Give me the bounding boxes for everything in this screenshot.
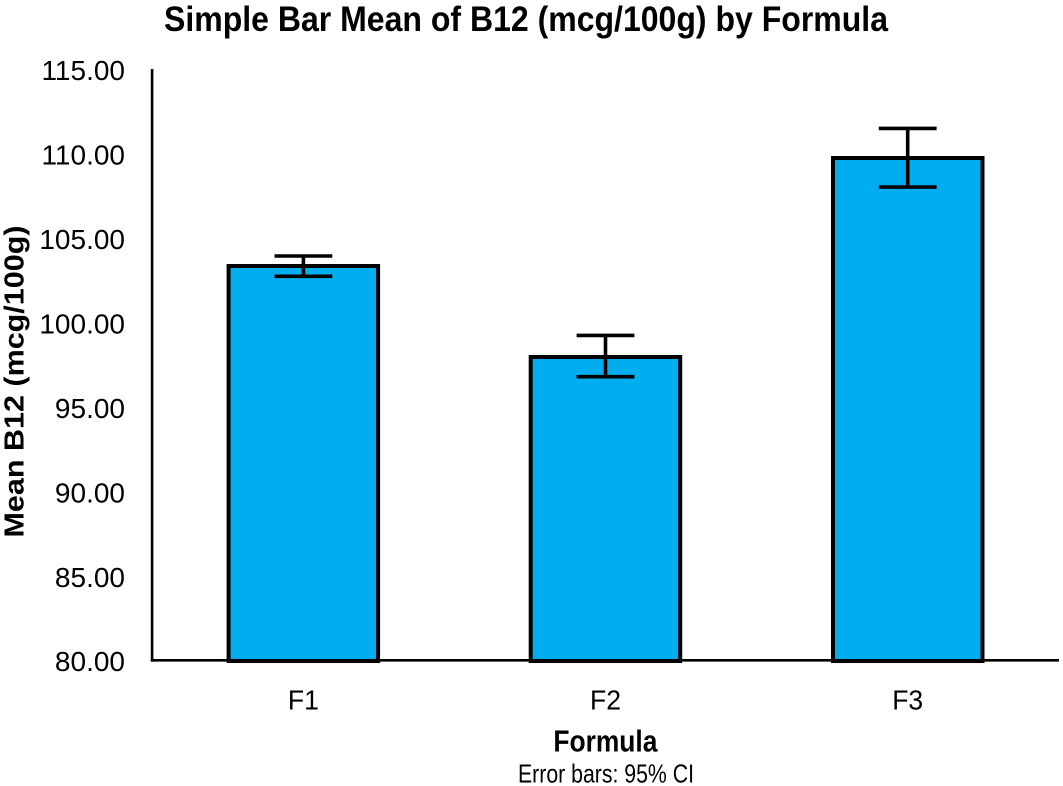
svg-text:105.00: 105.00 [39,224,125,255]
svg-text:Error bars: 95% CI: Error bars: 95% CI [518,758,694,786]
svg-text:Simple Bar Mean of B12 (mcg/10: Simple Bar Mean of B12 (mcg/100g) by For… [164,0,888,39]
svg-text:Formula: Formula [553,724,658,759]
svg-text:95.00: 95.00 [55,393,125,424]
svg-text:115.00: 115.00 [41,55,125,86]
svg-text:F3: F3 [892,685,923,716]
svg-text:F2: F2 [590,685,621,716]
svg-text:F1: F1 [288,685,319,716]
svg-text:110.00: 110.00 [41,140,125,171]
svg-text:Mean B12 (mcg/100g): Mean B12 (mcg/100g) [0,226,30,538]
svg-text:90.00: 90.00 [55,477,125,508]
svg-text:100.00: 100.00 [39,309,125,340]
svg-text:80.00: 80.00 [55,646,125,677]
svg-text:85.00: 85.00 [55,562,125,593]
